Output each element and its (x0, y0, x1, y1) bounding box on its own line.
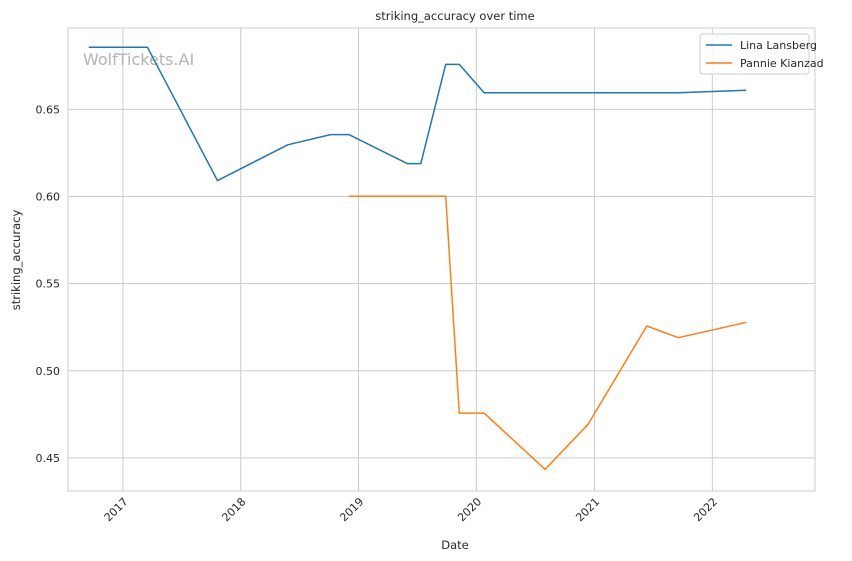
x-tick-label: 2019 (337, 495, 366, 524)
grid (68, 28, 815, 491)
series-line-1 (88, 46, 747, 182)
y-axis-label: striking_accuracy (9, 210, 23, 311)
x-tick-label: 2022 (691, 495, 720, 524)
x-tick-label: 2021 (573, 495, 602, 524)
y-tick-label: 0.60 (36, 191, 61, 204)
y-tick-label: 0.45 (36, 452, 61, 465)
series-line-2 (348, 195, 747, 471)
x-tick-label: 2020 (455, 495, 484, 524)
watermark: WolfTickets.AI (83, 50, 194, 69)
legend: Lina Lansberg Pannie Kianzad (699, 33, 824, 75)
x-axis-label: Date (441, 538, 469, 552)
y-tick-labels: 0.45 0.50 0.55 0.60 0.65 (36, 103, 61, 465)
y-tick-label: 0.55 (36, 278, 61, 291)
y-tick-label: 0.50 (36, 365, 61, 378)
plot-area-frame (67, 27, 816, 492)
y-tick-label: 0.65 (36, 103, 61, 116)
x-tick-label: 2018 (219, 495, 248, 524)
series (88, 46, 747, 471)
x-tick-labels: 2017 2018 2019 2020 2021 2022 (102, 495, 720, 524)
x-tick-label: 2017 (102, 495, 131, 524)
legend-label: Lina Lansberg (740, 39, 817, 52)
legend-label: Pannie Kianzad (740, 57, 824, 70)
legend-box (699, 33, 810, 75)
chart-title: striking_accuracy over time (375, 9, 534, 23)
